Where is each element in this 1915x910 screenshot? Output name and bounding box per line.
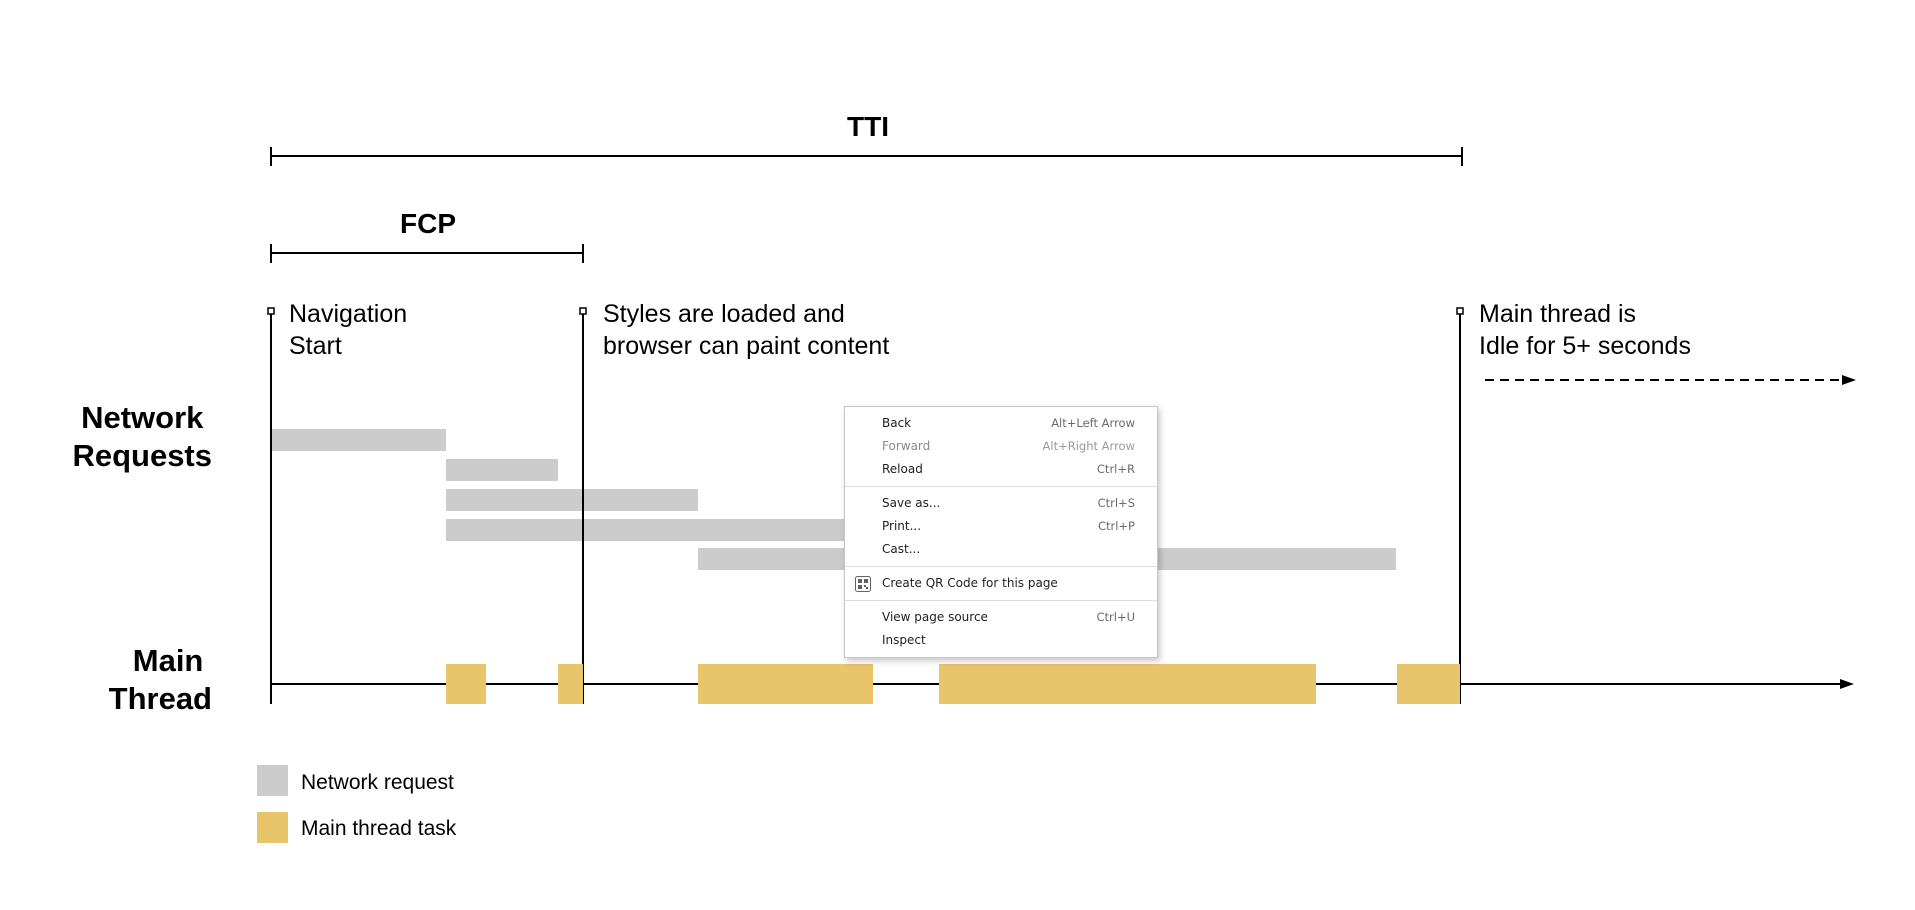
menu-item-shortcut: Ctrl+U <box>1096 610 1135 624</box>
main-thread-task <box>698 664 873 704</box>
fcp-bracket <box>270 244 584 263</box>
menu-item-label: Inspect <box>882 633 926 647</box>
marker-lines <box>267 307 1464 704</box>
main-thread-task <box>1397 664 1460 704</box>
main-thread-idle-text: Main thread is Idle for 5+ seconds <box>1479 300 1691 360</box>
legend-network-swatch <box>257 765 288 796</box>
menu-item-label: Create QR Code for this page <box>882 576 1058 590</box>
main-thread-task <box>558 664 583 704</box>
legend-network-label: Network request <box>301 771 454 794</box>
styles-loaded-text: Styles are loaded and browser can paint … <box>603 300 889 360</box>
network-request-bar <box>271 429 446 451</box>
menu-item-create-qr-code[interactable]: Create QR Code for this page <box>845 572 1157 595</box>
menu-item-print[interactable]: Print... Ctrl+P <box>845 515 1157 538</box>
network-request-bar <box>446 519 846 541</box>
main-thread-label: Main Thread <box>109 643 212 716</box>
legend: Network request Main thread task <box>257 765 457 843</box>
menu-item-shortcut: Ctrl+P <box>1097 519 1135 533</box>
menu-item-cast[interactable]: Cast... <box>845 538 1157 561</box>
navigation-start-text: Navigation Start <box>289 300 414 360</box>
menu-item-label: View page source <box>882 610 988 624</box>
menu-item-label: Print... <box>882 519 922 533</box>
menu-separator <box>845 486 1157 487</box>
network-request-bars <box>271 429 1396 570</box>
menu-separator <box>845 600 1157 601</box>
menu-item-label: Back <box>882 416 912 430</box>
menu-item-shortcut: Alt+Right Arrow <box>1042 439 1135 453</box>
fcp-label: FCP <box>400 208 456 239</box>
menu-item-label: Reload <box>882 462 923 476</box>
menu-item-shortcut: Ctrl+S <box>1097 496 1135 510</box>
tti-label: TTI <box>847 111 889 142</box>
idle-dashed-arrow <box>1485 375 1856 385</box>
menu-item-view-page-source[interactable]: View page source Ctrl+U <box>845 606 1157 629</box>
legend-task-swatch <box>257 812 288 843</box>
context-menu: Back Alt+Left Arrow Forward Alt+Right Ar… <box>844 406 1158 658</box>
network-request-bar <box>446 459 558 481</box>
qr-code-icon <box>855 576 871 592</box>
main-thread-task <box>939 664 1316 704</box>
menu-item-shortcut: Alt+Left Arrow <box>1051 416 1135 430</box>
legend-task-label: Main thread task <box>301 817 457 840</box>
menu-item-inspect[interactable]: Inspect <box>845 629 1157 652</box>
menu-item-back[interactable]: Back Alt+Left Arrow <box>845 412 1157 435</box>
menu-item-label: Save as... <box>882 496 941 510</box>
menu-item-label: Cast... <box>882 542 921 556</box>
network-request-bar <box>446 489 698 511</box>
menu-item-reload[interactable]: Reload Ctrl+R <box>845 458 1157 481</box>
tti-bracket <box>270 147 1463 166</box>
network-requests-label: Network Requests <box>72 400 212 473</box>
main-thread-task <box>446 664 486 704</box>
menu-item-shortcut: Ctrl+R <box>1096 462 1135 476</box>
main-thread-tasks <box>446 664 1460 704</box>
menu-item-label: Forward <box>882 439 931 453</box>
menu-item-forward[interactable]: Forward Alt+Right Arrow <box>845 435 1157 458</box>
menu-item-save-as[interactable]: Save as... Ctrl+S <box>845 492 1157 515</box>
menu-separator <box>845 566 1157 567</box>
